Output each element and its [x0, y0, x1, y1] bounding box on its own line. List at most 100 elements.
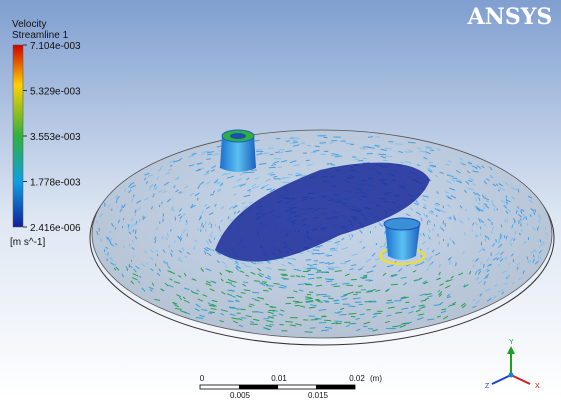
axis-label: Y — [509, 339, 514, 346]
legend-subtitle: Streamline 1 — [12, 30, 69, 41]
legend-unit: [m s^-1] — [10, 237, 45, 248]
streamline — [243, 172, 249, 173]
streamline — [456, 262, 457, 266]
streamline — [296, 175, 303, 176]
streamline — [162, 202, 163, 205]
streamline — [348, 306, 355, 307]
scale-label: 0.005 — [230, 391, 251, 400]
streamline — [313, 250, 319, 251]
streamline — [516, 210, 517, 214]
streamline — [522, 229, 523, 232]
color-bar — [13, 45, 23, 227]
streamline — [270, 175, 275, 176]
streamline — [241, 318, 247, 319]
streamline — [326, 281, 332, 282]
streamline — [295, 305, 300, 306]
streamline — [285, 151, 292, 152]
legend-label: 2.416e-006 — [30, 223, 81, 234]
legend-label: 3.553e-003 — [30, 132, 81, 143]
streamline — [407, 322, 412, 323]
streamline — [270, 154, 274, 155]
scale-label: 0 — [200, 374, 205, 383]
streamline — [492, 222, 493, 225]
streamline — [307, 270, 311, 271]
streamline — [299, 253, 303, 254]
streamline — [311, 152, 316, 153]
cylinder-left — [220, 130, 256, 172]
streamline — [310, 328, 316, 329]
streamline — [254, 281, 260, 282]
streamline — [296, 173, 301, 174]
streamline — [391, 284, 398, 285]
streamline — [533, 254, 534, 257]
streamline — [385, 156, 392, 157]
legend-title: Velocity — [12, 19, 46, 30]
streamline — [131, 260, 132, 262]
streamline — [496, 239, 497, 242]
streamline — [203, 225, 204, 228]
streamline — [306, 260, 312, 261]
streamline — [241, 293, 246, 294]
streamline — [443, 206, 444, 208]
legend-label: 7.104e-003 — [30, 41, 81, 52]
streamline — [353, 294, 358, 295]
streamline — [135, 230, 136, 234]
streamline — [430, 150, 434, 151]
streamline — [386, 302, 393, 303]
streamline — [480, 233, 481, 236]
streamline — [219, 226, 220, 229]
scale-label: 0.02 — [349, 374, 365, 383]
streamline — [327, 241, 332, 242]
streamline — [320, 143, 326, 144]
scale-bar — [200, 385, 355, 389]
streamline — [349, 235, 350, 237]
streamline — [421, 255, 422, 257]
scale-unit: (m) — [370, 374, 382, 383]
streamline — [206, 159, 211, 160]
streamline — [207, 154, 211, 155]
streamline — [324, 254, 328, 255]
scale-label: 0.015 — [308, 391, 329, 400]
streamline — [135, 214, 136, 216]
streamline — [324, 320, 331, 321]
streamline — [312, 253, 320, 254]
streamline — [278, 152, 284, 153]
streamline — [290, 143, 296, 144]
streamline — [327, 164, 333, 165]
streamline — [262, 282, 267, 283]
streamline — [331, 164, 335, 165]
logo: ANSYS — [467, 4, 553, 30]
streamline — [286, 141, 290, 142]
streamline — [526, 216, 527, 220]
streamline — [163, 213, 164, 216]
streamline — [277, 167, 282, 168]
streamline — [527, 223, 528, 226]
streamline — [285, 322, 293, 323]
viewport: ANSYS Velocity Streamline 1 7.104e-003 5.… — [0, 0, 561, 400]
scale-label: 0.01 — [271, 374, 287, 383]
streamline — [328, 269, 334, 270]
streamline — [403, 324, 409, 325]
streamline — [133, 255, 134, 258]
streamline — [254, 140, 259, 141]
streamline — [366, 291, 372, 292]
legend-label: 5.329e-003 — [30, 87, 81, 98]
streamline — [230, 308, 235, 309]
streamline — [335, 321, 343, 322]
streamline — [507, 218, 508, 222]
legend-label: 1.778e-003 — [30, 178, 81, 189]
streamline — [348, 313, 356, 314]
streamline — [293, 301, 299, 302]
streamline — [438, 234, 439, 237]
streamline — [485, 239, 486, 242]
streamline — [327, 255, 333, 256]
streamline — [340, 314, 347, 315]
streamline — [157, 228, 158, 230]
axis-label: Z — [485, 383, 490, 390]
streamline — [491, 232, 492, 234]
streamline — [320, 154, 326, 155]
streamline — [429, 162, 433, 163]
streamline — [292, 140, 297, 141]
streamline — [131, 224, 132, 228]
streamline — [311, 267, 316, 268]
